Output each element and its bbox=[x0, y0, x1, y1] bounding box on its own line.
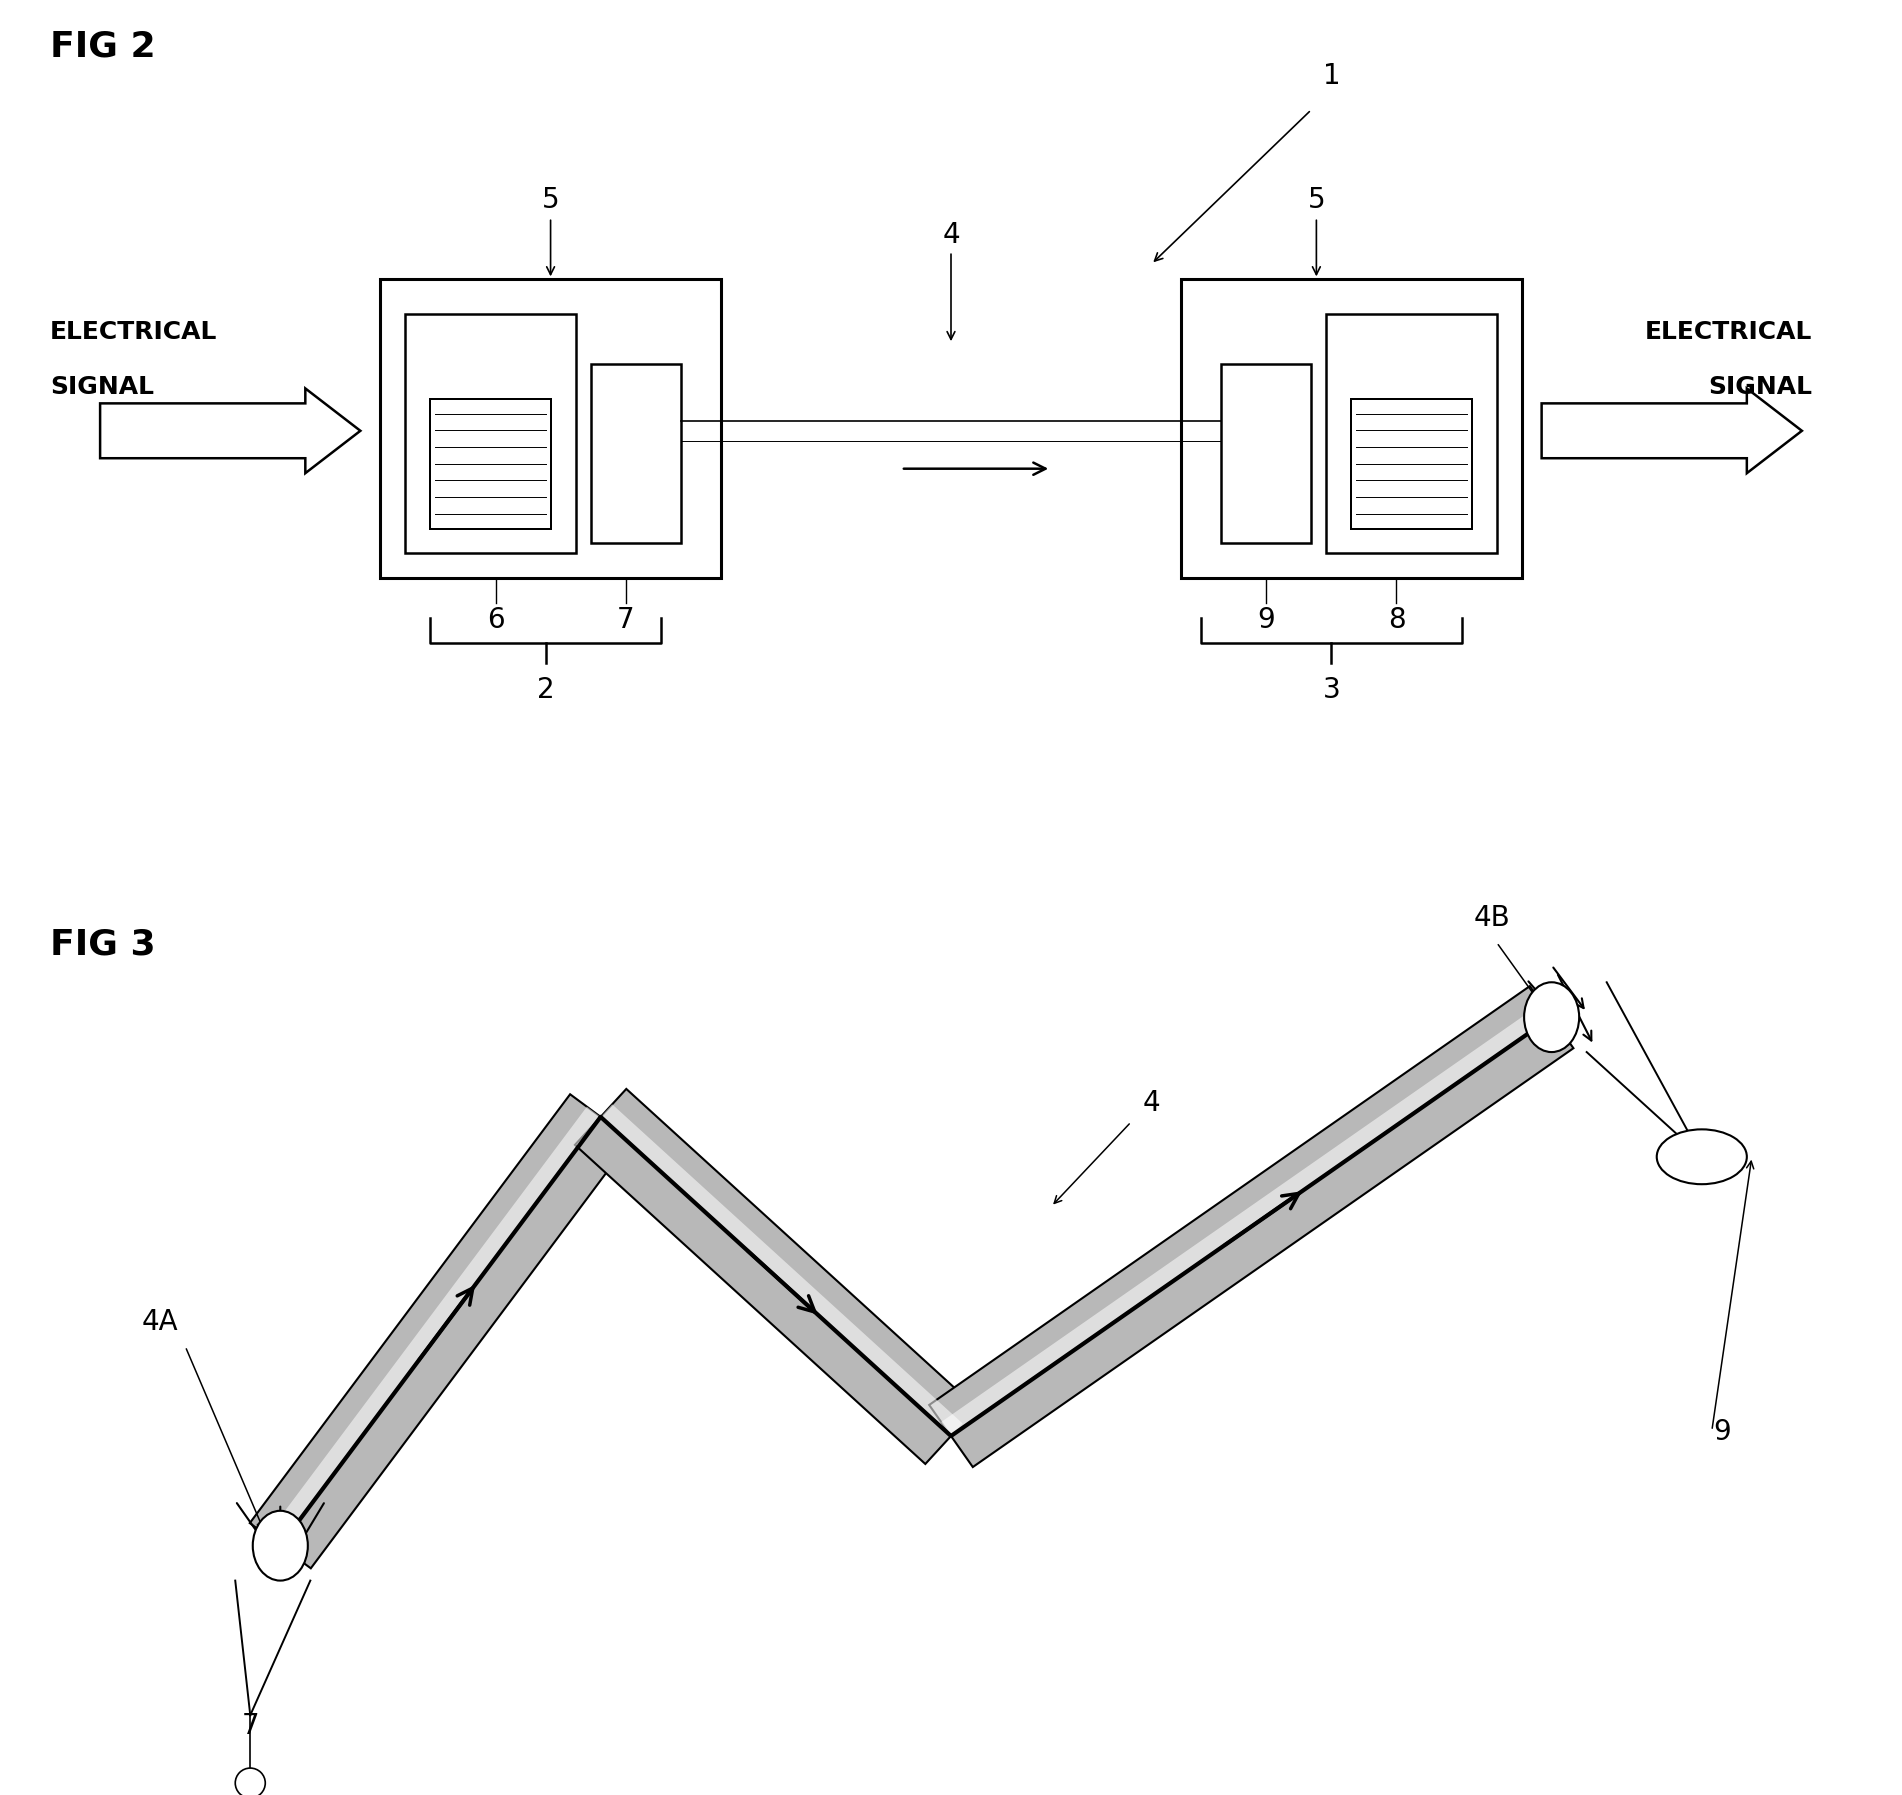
Polygon shape bbox=[266, 1108, 599, 1544]
Text: 2: 2 bbox=[536, 677, 553, 704]
Text: 7: 7 bbox=[242, 1712, 259, 1739]
Text: 4: 4 bbox=[1143, 1090, 1160, 1116]
Text: 9: 9 bbox=[1714, 1418, 1731, 1447]
Polygon shape bbox=[249, 1095, 631, 1569]
Ellipse shape bbox=[1524, 982, 1579, 1052]
Text: 8: 8 bbox=[1388, 607, 1406, 634]
Text: 1: 1 bbox=[1322, 61, 1341, 90]
Text: SIGNAL: SIGNAL bbox=[1708, 375, 1813, 398]
Polygon shape bbox=[601, 1104, 962, 1434]
Bar bbox=[1181, 280, 1522, 578]
Text: 5: 5 bbox=[1307, 187, 1326, 214]
Text: 5: 5 bbox=[542, 187, 559, 214]
Bar bbox=[405, 314, 576, 553]
Text: 4A: 4A bbox=[143, 1309, 179, 1335]
Bar bbox=[430, 398, 550, 528]
Ellipse shape bbox=[1657, 1129, 1746, 1185]
Text: 4: 4 bbox=[941, 221, 961, 250]
Text: FIG 3: FIG 3 bbox=[49, 928, 156, 962]
Text: FIG 2: FIG 2 bbox=[49, 31, 156, 65]
Text: 9: 9 bbox=[1257, 607, 1274, 634]
Text: 4B: 4B bbox=[1474, 905, 1510, 932]
Text: 7: 7 bbox=[616, 607, 635, 634]
Polygon shape bbox=[930, 985, 1573, 1467]
Bar bbox=[592, 364, 681, 544]
Circle shape bbox=[236, 1768, 264, 1795]
Text: SIGNAL: SIGNAL bbox=[49, 375, 154, 398]
Bar bbox=[1352, 398, 1472, 528]
Bar bbox=[380, 280, 721, 578]
Text: 3: 3 bbox=[1322, 677, 1341, 704]
FancyArrow shape bbox=[1543, 388, 1801, 474]
Bar bbox=[1326, 314, 1497, 553]
Text: ELECTRICAL: ELECTRICAL bbox=[49, 320, 217, 345]
Polygon shape bbox=[574, 1090, 976, 1465]
Text: ELECTRICAL: ELECTRICAL bbox=[1645, 320, 1813, 345]
Ellipse shape bbox=[253, 1511, 308, 1581]
FancyArrow shape bbox=[101, 388, 359, 474]
Bar bbox=[1221, 364, 1310, 544]
Polygon shape bbox=[941, 1003, 1550, 1434]
Text: 6: 6 bbox=[487, 607, 504, 634]
